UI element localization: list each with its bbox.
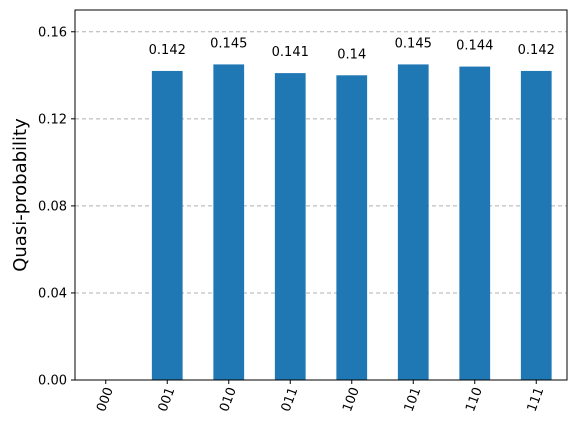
bar-111 bbox=[520, 70, 552, 381]
gridlines bbox=[75, 31, 567, 294]
bar-100 bbox=[336, 75, 368, 380]
data-label-110: 0.144 bbox=[456, 39, 493, 54]
x-tick-label-111: 111 bbox=[525, 385, 548, 413]
bars bbox=[151, 64, 552, 381]
y-axis-ticks: 0.00 0.04 0.08 0.12 0.16 bbox=[38, 25, 75, 389]
data-label-001: 0.142 bbox=[149, 43, 186, 58]
data-label-100: 0.14 bbox=[337, 47, 366, 62]
x-tick-label-010: 010 bbox=[217, 385, 240, 413]
data-label-101: 0.145 bbox=[395, 36, 432, 51]
x-tick-label-011: 011 bbox=[279, 385, 302, 413]
data-labels: 0.142 0.145 0.141 0.14 0.145 0.144 0.142 bbox=[149, 36, 555, 62]
data-label-011: 0.141 bbox=[272, 45, 309, 60]
bar-101 bbox=[397, 64, 429, 380]
bar-110 bbox=[459, 66, 491, 381]
x-tick-label-101: 101 bbox=[402, 385, 425, 413]
x-tick-label-000: 000 bbox=[94, 385, 117, 413]
bar-001 bbox=[151, 70, 183, 381]
data-label-010: 0.145 bbox=[210, 36, 247, 51]
data-label-111: 0.142 bbox=[518, 43, 555, 58]
y-tick-label: 0.16 bbox=[38, 25, 67, 40]
x-axis-ticks: 000 001 010 011 100 101 110 111 bbox=[94, 380, 547, 414]
y-axis-label: Quasi-probability bbox=[10, 118, 31, 272]
bar-011 bbox=[274, 73, 306, 380]
x-tick-label-100: 100 bbox=[340, 385, 363, 413]
y-tick-label: 0.00 bbox=[38, 374, 67, 389]
y-tick-label: 0.04 bbox=[38, 286, 67, 301]
bar-010 bbox=[213, 64, 245, 380]
plot-area-frame bbox=[74, 9, 568, 381]
x-tick-label-001: 001 bbox=[156, 385, 179, 413]
y-tick-label: 0.08 bbox=[38, 199, 67, 214]
x-tick-label-110: 110 bbox=[463, 385, 486, 413]
y-tick-label: 0.12 bbox=[38, 112, 67, 127]
